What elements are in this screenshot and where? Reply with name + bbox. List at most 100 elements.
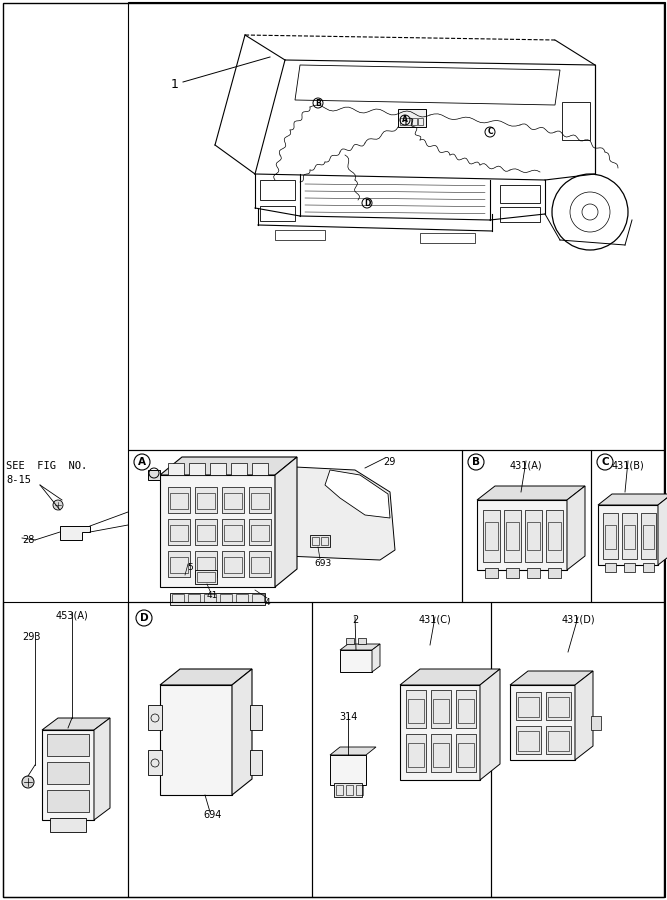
Bar — [548, 731, 569, 751]
Bar — [195, 551, 217, 577]
Text: 431(B): 431(B) — [612, 460, 644, 470]
Bar — [605, 563, 616, 572]
Bar — [483, 510, 500, 562]
Bar — [591, 450, 665, 602]
Bar — [220, 594, 232, 602]
Bar — [334, 783, 362, 797]
Bar — [356, 785, 363, 795]
Bar — [456, 690, 476, 728]
Circle shape — [53, 500, 63, 510]
Bar — [408, 743, 424, 767]
Bar — [346, 785, 353, 795]
Bar — [546, 692, 571, 720]
Text: 2: 2 — [352, 615, 358, 625]
Polygon shape — [480, 669, 500, 780]
Text: A: A — [402, 115, 408, 124]
Bar — [546, 726, 571, 754]
Bar — [252, 463, 268, 475]
Bar — [491, 602, 665, 897]
Bar — [170, 557, 188, 573]
Bar — [418, 118, 423, 125]
Text: 8-15: 8-15 — [6, 475, 31, 485]
Text: 29: 29 — [383, 457, 396, 467]
Bar — [462, 450, 591, 602]
Bar — [433, 743, 449, 767]
Polygon shape — [598, 494, 667, 505]
Bar — [562, 102, 590, 140]
Bar — [249, 487, 271, 513]
Bar — [400, 118, 405, 125]
Bar — [189, 463, 205, 475]
Bar — [546, 510, 563, 562]
Bar — [204, 594, 216, 602]
Polygon shape — [658, 494, 667, 565]
Bar — [527, 522, 540, 550]
Text: B: B — [315, 98, 321, 107]
Bar — [485, 522, 498, 550]
Polygon shape — [94, 718, 110, 820]
Bar — [506, 522, 519, 550]
Bar — [548, 522, 561, 550]
Bar — [160, 475, 275, 587]
Bar — [510, 685, 575, 760]
Bar — [260, 180, 295, 200]
Bar — [458, 699, 474, 723]
Bar — [346, 638, 354, 644]
Bar — [458, 743, 474, 767]
Text: A: A — [138, 457, 146, 467]
Bar — [224, 557, 242, 573]
Bar — [312, 602, 491, 897]
Bar — [42, 730, 94, 820]
Bar — [408, 699, 424, 723]
Text: 453(A): 453(A) — [55, 610, 88, 620]
Bar — [477, 500, 567, 570]
Text: B: B — [472, 457, 480, 467]
Bar — [168, 487, 190, 513]
Bar — [188, 594, 200, 602]
Bar — [160, 685, 232, 795]
Bar — [3, 602, 128, 897]
Bar — [398, 109, 426, 127]
Bar — [249, 519, 271, 545]
Bar — [128, 602, 312, 897]
Bar — [500, 185, 540, 203]
Bar — [516, 726, 541, 754]
Bar — [358, 638, 366, 644]
Bar — [168, 551, 190, 577]
Bar — [222, 487, 244, 513]
Bar — [168, 519, 190, 545]
Text: 431(C): 431(C) — [419, 615, 452, 625]
Bar — [321, 537, 328, 545]
Bar — [312, 537, 319, 545]
Bar — [195, 570, 217, 584]
Polygon shape — [160, 669, 252, 685]
Bar — [431, 734, 451, 772]
Bar — [500, 207, 540, 222]
Bar — [605, 525, 616, 549]
Text: 41: 41 — [206, 591, 217, 600]
Bar — [172, 594, 184, 602]
Bar — [252, 594, 264, 602]
Bar — [197, 493, 215, 509]
Bar — [456, 734, 476, 772]
Bar — [210, 463, 226, 475]
Text: 314: 314 — [339, 712, 358, 722]
Text: 4: 4 — [265, 598, 271, 607]
Bar — [518, 731, 539, 751]
Polygon shape — [340, 644, 380, 650]
Polygon shape — [510, 671, 593, 685]
Text: 431(D): 431(D) — [561, 615, 595, 625]
Bar — [603, 513, 618, 559]
Bar — [330, 755, 366, 785]
Text: D: D — [364, 199, 370, 208]
Text: 1: 1 — [171, 78, 179, 92]
Text: 694: 694 — [204, 810, 222, 820]
Bar — [310, 535, 330, 547]
Bar — [50, 818, 86, 832]
Bar — [643, 525, 654, 549]
Bar — [340, 650, 372, 672]
Text: 293: 293 — [22, 632, 41, 642]
Polygon shape — [477, 486, 585, 500]
Bar — [195, 519, 217, 545]
Polygon shape — [232, 669, 252, 795]
